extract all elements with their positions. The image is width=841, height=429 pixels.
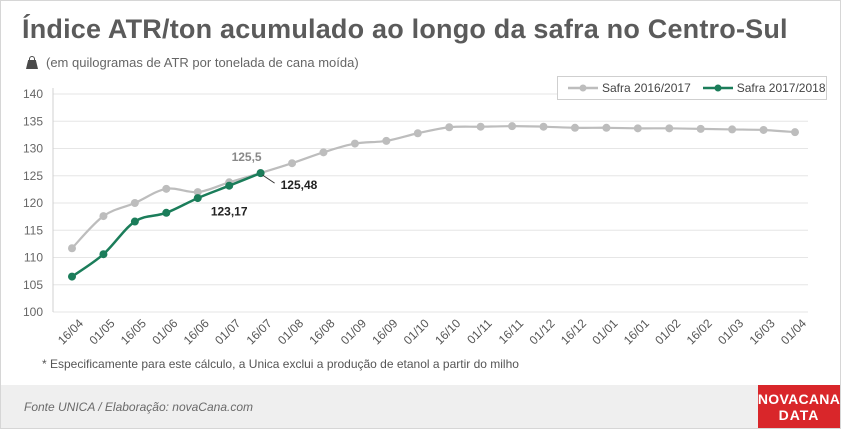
data-point-safra-2017-2018-01-07: [225, 181, 234, 190]
data-label-125-48: 125,48: [281, 178, 318, 192]
data-point-safra-2017-2018-16-04: [68, 272, 76, 281]
y-tick-label-140: 140: [23, 87, 43, 101]
data-point-safra-2016-2017-01-06: [162, 184, 171, 193]
x-tick-label-16-09-10: 16/09: [369, 316, 400, 347]
x-tick-label-01-01-17: 01/01: [589, 316, 620, 347]
data-label-125-5: 125,5: [232, 150, 262, 164]
x-tick-label-01-09-9: 01/09: [338, 316, 369, 347]
data-point-safra-2017-2018-01-05: [99, 250, 108, 259]
x-tick-label-16-01-18: 16/01: [621, 316, 652, 347]
legend-label-2016-2017: Safra 2016/2017: [602, 81, 691, 95]
brand-line-2: DATA: [778, 406, 820, 423]
chart-legend: Safra 2016/2017 Safra 2017/2018: [557, 76, 827, 100]
weight-icon: [26, 56, 38, 69]
data-point-safra-2016-2017-16-11: [508, 122, 517, 131]
x-tick-label-01-08-7: 01/08: [275, 316, 306, 347]
y-tick-label-105: 105: [23, 278, 43, 292]
footer: Fonte UNICA / Elaboração: novaCana.com N…: [1, 385, 840, 428]
x-tick-label-16-07-6: 16/07: [244, 316, 275, 347]
data-point-safra-2016-2017-01-02: [665, 124, 674, 133]
x-tick-label-16-10-12: 16/10: [432, 316, 463, 347]
y-tick-label-120: 120: [23, 196, 43, 210]
x-tick-label-16-03-22: 16/03: [747, 316, 778, 347]
footer-source: Fonte UNICA / Elaboração: novaCana.com: [24, 400, 254, 414]
data-point-safra-2016-2017-16-04: [68, 244, 76, 253]
x-tick-label-16-11-14: 16/11: [496, 316, 527, 347]
legend-label-2017-2018: Safra 2017/2018: [736, 81, 826, 95]
annotation-leader-125-48: [262, 174, 275, 184]
data-point-safra-2016-2017-01-03: [728, 125, 737, 134]
data-point-safra-2016-2017-16-06: [193, 188, 202, 197]
x-tick-label-01-03-21: 01/03: [715, 316, 746, 347]
x-tick-label-01-07-5: 01/07: [212, 316, 243, 347]
x-tick-label-16-04-0: 16/04: [55, 316, 86, 347]
data-point-safra-2016-2017-16-08: [319, 148, 328, 157]
data-point-safra-2016-2017-16-10: [445, 123, 454, 132]
brand-line-1: NOVACANA: [757, 390, 841, 407]
data-point-safra-2016-2017-01-11: [476, 122, 485, 131]
data-point-safra-2016-2017-01-08: [288, 159, 297, 168]
x-tick-label-16-12-16: 16/12: [558, 316, 589, 347]
data-point-safra-2016-2017-16-01: [633, 124, 642, 133]
data-point-safra-2016-2017-01-01: [602, 123, 611, 132]
data-point-safra-2016-2017-01-12: [539, 122, 548, 131]
x-tick-label-01-12-15: 01/12: [527, 316, 558, 347]
x-tick-label-16-08-8: 16/08: [306, 316, 337, 347]
data-point-safra-2017-2018-16-06: [193, 194, 202, 203]
x-tick-label-16-02-20: 16/02: [684, 316, 715, 347]
x-tick-label-01-02-19: 01/02: [652, 316, 683, 347]
x-tick-label-01-10-11: 01/10: [401, 316, 432, 347]
y-tick-label-130: 130: [23, 142, 43, 156]
y-tick-label-100: 100: [23, 305, 43, 319]
x-tick-label-01-11-13: 01/11: [464, 316, 495, 347]
subtitle-row: (em quilogramas de ATR por tonelada de c…: [26, 55, 359, 70]
legend-item-safra-2016-2017: Safra 2016/2017: [568, 81, 691, 95]
data-point-safra-2016-2017-01-09: [350, 139, 359, 148]
data-point-safra-2016-2017-16-09: [382, 136, 391, 145]
data-point-safra-2016-2017-16-05: [130, 199, 139, 207]
data-point-safra-2016-2017-16-02: [696, 124, 705, 133]
y-tick-label-135: 135: [23, 114, 43, 128]
chart-subtitle: (em quilogramas de ATR por tonelada de c…: [46, 55, 359, 70]
y-tick-label-110: 110: [24, 251, 43, 265]
y-tick-label-125: 125: [23, 169, 43, 183]
legend-swatch-2017-2018: [702, 84, 733, 92]
legend-item-safra-2017-2018: Safra 2017/2018: [702, 81, 826, 95]
x-tick-label-01-05-1: 01/05: [86, 316, 117, 347]
x-tick-label-01-06-3: 01/06: [149, 316, 180, 347]
data-point-safra-2016-2017-01-05: [99, 212, 108, 221]
data-point-safra-2017-2018-16-05: [130, 217, 139, 226]
x-tick-label-16-05-2: 16/05: [118, 316, 149, 347]
x-tick-label-16-06-4: 16/06: [181, 316, 212, 347]
data-point-safra-2016-2017-16-12: [570, 123, 579, 132]
data-point-safra-2016-2017-01-04: [791, 128, 799, 137]
data-point-safra-2017-2018-01-06: [162, 208, 171, 217]
y-tick-label-115: 115: [24, 223, 43, 237]
footnote: * Especificamente para este cálculo, a U…: [42, 357, 519, 371]
chart-title: Índice ATR/ton acumulado ao longo da saf…: [22, 14, 788, 44]
data-label-123-17: 123,17: [211, 205, 248, 219]
x-tick-label-01-04-23: 01/04: [778, 316, 809, 347]
novacana-data-logo: NOVACANA DATA: [758, 385, 840, 428]
data-point-safra-2016-2017-01-10: [413, 129, 422, 138]
data-point-safra-2016-2017-16-03: [759, 125, 768, 134]
legend-swatch-2016-2017: [568, 84, 598, 92]
